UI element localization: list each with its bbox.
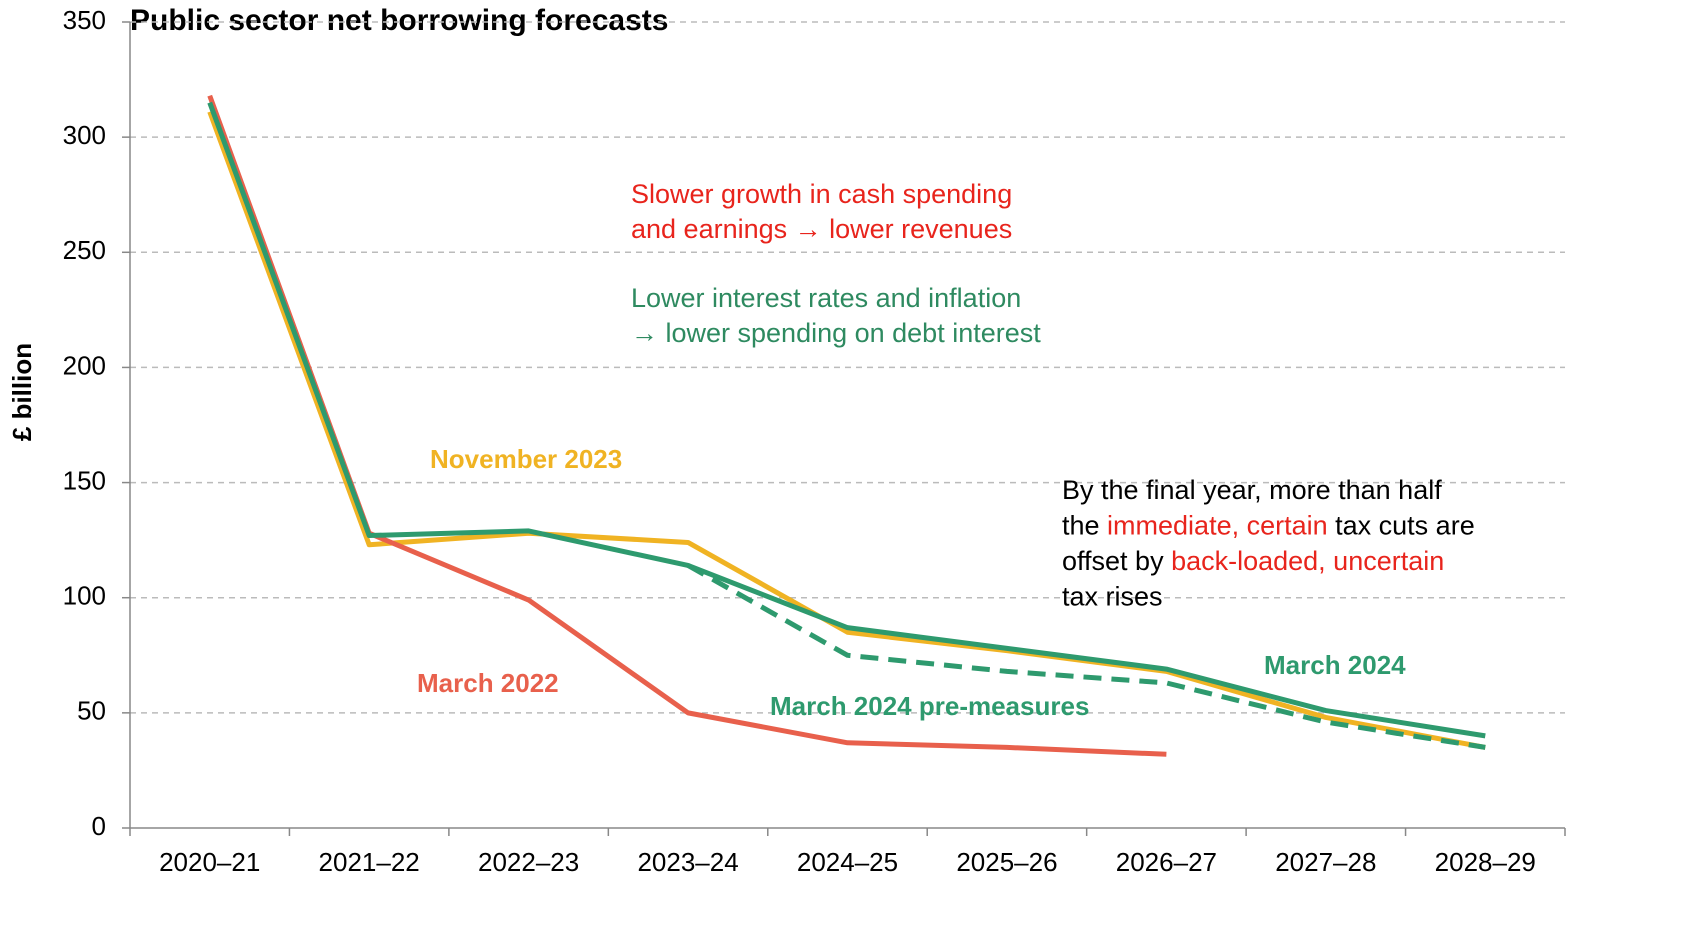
x-tick-label: 2028–29 [1435,847,1536,877]
y-tick-label: 350 [63,5,106,35]
x-tick-label: 2024–25 [797,847,898,877]
x-tick-label: 2027–28 [1275,847,1376,877]
annotation: Slower growth in cash spending [631,179,1012,209]
x-tick-label: 2026–27 [1116,847,1217,877]
annotation-part: → lower spending on debt interest [631,318,1041,348]
annotation-part: tax rises [1062,582,1163,612]
series-line [207,101,1486,739]
series-label: March 2024 [1264,650,1406,680]
annotation-part: Slower growth in cash spending [631,179,1012,209]
y-tick-label: 0 [92,811,106,841]
y-axis-label: £ billion [7,343,37,441]
annotation: tax rises [1062,582,1163,612]
x-tick-label: 2023–24 [637,847,738,877]
series-label: March 2024 pre-measures [770,691,1089,721]
series-line [207,110,1486,750]
annotation: → lower spending on debt interest [631,318,1041,348]
y-tick-label: 150 [63,465,106,495]
y-tick-label: 250 [63,235,106,265]
y-tick-label: 300 [63,120,106,150]
series-label: November 2023 [430,444,622,474]
x-tick-label: 2025–26 [956,847,1057,877]
annotation: offset by back-loaded, uncertain [1062,546,1444,576]
annotation-part: tax cuts are [1328,511,1475,541]
annotation-part: and earnings → lower revenues [631,214,1012,244]
y-tick-label: 200 [63,350,106,380]
series-label: March 2022 [417,668,559,698]
x-tick-label: 2021–22 [319,847,420,877]
x-tick-label: 2022–23 [478,847,579,877]
annotation-part: immediate, certain [1107,511,1328,541]
annotation-part: By the final year, more than half [1062,475,1442,505]
annotation-part: back-loaded, uncertain [1171,546,1444,576]
chart-title: Public sector net borrowing forecasts [130,4,668,37]
annotation: By the final year, more than half [1062,475,1442,505]
annotation-part: Lower interest rates and inflation [631,283,1021,313]
annotation: Lower interest rates and inflation [631,283,1021,313]
annotation: and earnings → lower revenues [631,214,1012,244]
x-tick-label: 2020–21 [159,847,260,877]
annotation-part: the [1062,511,1107,541]
annotation: the immediate, certain tax cuts are [1062,511,1475,541]
annotation-part: offset by [1062,546,1171,576]
y-tick-label: 50 [77,696,106,726]
y-tick-label: 100 [63,581,106,611]
series-line [686,563,1486,750]
